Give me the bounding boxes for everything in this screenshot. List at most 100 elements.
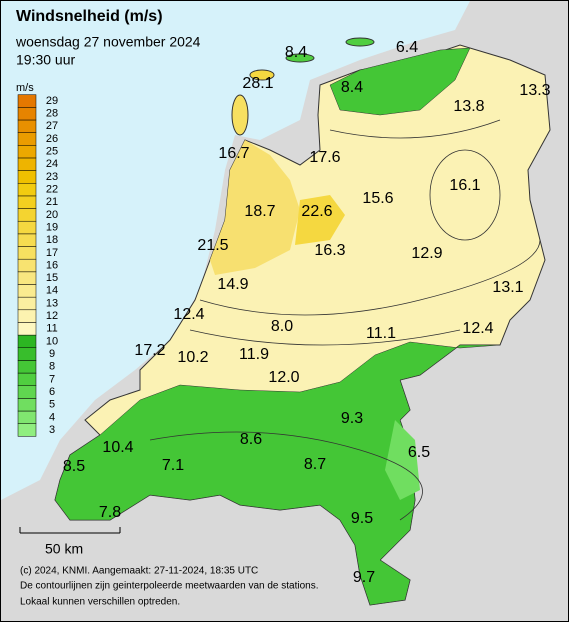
station-value: 15.6 bbox=[362, 190, 393, 207]
legend: 3456789101112131415161718192021222324252… bbox=[17, 94, 58, 437]
legend-swatch bbox=[17, 360, 37, 374]
legend-swatch bbox=[17, 183, 37, 197]
station-value: 12.4 bbox=[462, 320, 493, 337]
legend-swatch bbox=[17, 246, 37, 260]
station-value: 6.4 bbox=[396, 39, 418, 56]
legend-label: 21 bbox=[46, 196, 58, 208]
legend-label: 6 bbox=[49, 386, 55, 398]
station-value: 7.1 bbox=[162, 457, 184, 474]
station-value: 11.1 bbox=[366, 325, 396, 342]
footer-line: Lokaal kunnen verschillen optreden. bbox=[20, 597, 180, 608]
legend-swatch bbox=[17, 309, 37, 323]
legend-label: 14 bbox=[46, 285, 58, 297]
legend-label: 12 bbox=[46, 310, 58, 322]
legend-swatch bbox=[17, 258, 37, 273]
contour-line bbox=[189, 329, 461, 346]
legend-swatch bbox=[17, 220, 37, 235]
contour-line bbox=[329, 119, 501, 139]
station-value: 16.3 bbox=[314, 242, 345, 259]
station-value: 6.5 bbox=[408, 444, 430, 461]
legend-swatch bbox=[17, 271, 37, 285]
station-value: 7.8 bbox=[99, 504, 121, 521]
footer-line: (c) 2024, KNMI. Aangemaakt: 27-11-2024, … bbox=[20, 566, 258, 577]
sea bbox=[1, 1, 470, 500]
station-value: 22.6 bbox=[301, 203, 332, 220]
wind-zone-high bbox=[210, 140, 300, 275]
legend-swatch bbox=[17, 233, 37, 247]
station-value: 8.5 bbox=[63, 458, 85, 475]
wind-zone-high bbox=[295, 195, 345, 245]
contour-line bbox=[429, 149, 501, 241]
station-value: 12.9 bbox=[411, 245, 442, 262]
legend-label: 16 bbox=[46, 259, 58, 271]
station-value: 8.6 bbox=[240, 431, 262, 448]
station-value: 16.1 bbox=[449, 177, 480, 194]
legend-label: 25 bbox=[46, 146, 58, 158]
legend-swatch bbox=[17, 107, 37, 121]
station-value: 28.1 bbox=[242, 75, 273, 92]
station-value: 17.2 bbox=[134, 342, 165, 359]
legend-label: 13 bbox=[46, 297, 58, 309]
legend-label: 7 bbox=[49, 373, 55, 385]
island bbox=[249, 69, 275, 81]
legend-swatch bbox=[17, 157, 37, 171]
legend-swatch bbox=[17, 410, 37, 424]
legend-swatch bbox=[17, 145, 37, 159]
legend-label: 3 bbox=[49, 424, 55, 436]
legend-swatch bbox=[17, 195, 37, 209]
station-value: 12.0 bbox=[268, 369, 299, 386]
legend-label: 5 bbox=[49, 399, 55, 411]
legend-swatch bbox=[17, 372, 37, 386]
legend-label: 11 bbox=[46, 323, 57, 335]
legend-swatch bbox=[17, 334, 37, 349]
legend-swatch bbox=[17, 398, 37, 412]
legend-swatch bbox=[17, 119, 37, 133]
scale-label: 50 km bbox=[45, 541, 83, 557]
island bbox=[285, 53, 315, 63]
legend-label: 26 bbox=[46, 133, 58, 145]
station-value: 13.8 bbox=[453, 98, 484, 115]
station-value: 18.7 bbox=[244, 203, 275, 220]
wind-zone-low bbox=[385, 420, 420, 500]
legend-label: 8 bbox=[49, 361, 55, 373]
station-value: 8.0 bbox=[271, 318, 293, 335]
legend-label: 10 bbox=[46, 335, 58, 347]
legend-label: 24 bbox=[46, 158, 58, 170]
legend-label: 17 bbox=[46, 247, 58, 259]
time: 19:30 uur bbox=[16, 52, 75, 68]
station-value: 21.5 bbox=[197, 237, 228, 254]
station-value: 10.2 bbox=[177, 349, 208, 366]
station-value: 8.4 bbox=[285, 44, 307, 61]
contour-line bbox=[199, 239, 541, 316]
legend-unit: m/s bbox=[16, 82, 34, 94]
legend-swatch bbox=[17, 322, 37, 336]
subtitle: woensdag 27 november 2024 bbox=[15, 34, 201, 50]
legend-label: 9 bbox=[49, 348, 55, 360]
legend-label: 4 bbox=[49, 411, 55, 423]
footer-line: De contourlijnen zijn geinterpoleerde me… bbox=[20, 581, 319, 592]
legend-label: 20 bbox=[46, 209, 58, 221]
legend-label: 18 bbox=[46, 234, 58, 246]
station-value: 10.4 bbox=[102, 439, 133, 456]
island bbox=[231, 94, 249, 136]
station-value: 8.4 bbox=[341, 79, 363, 96]
stations: 8.4 6.4 28.1 8.4 13.8 13.3 16.7 17.6 15.6 16.1 18.… bbox=[63, 39, 551, 586]
legend-swatch bbox=[17, 208, 37, 222]
wind-zone-low bbox=[329, 47, 471, 116]
legend-swatch bbox=[17, 385, 37, 399]
station-value: 9.3 bbox=[341, 410, 363, 427]
legend-label: 29 bbox=[46, 95, 58, 107]
contours bbox=[149, 119, 541, 521]
station-value: 12.4 bbox=[173, 306, 204, 323]
station-value: 9.5 bbox=[351, 510, 373, 527]
legend-swatch bbox=[17, 284, 37, 298]
legend-swatch bbox=[17, 170, 37, 184]
legend-swatch bbox=[17, 347, 37, 361]
station-value: 9.7 bbox=[353, 569, 375, 586]
legend-label: 23 bbox=[46, 171, 58, 183]
station-value: 8.7 bbox=[304, 456, 326, 473]
legend-label: 15 bbox=[46, 272, 58, 284]
legend-swatch bbox=[17, 94, 37, 108]
